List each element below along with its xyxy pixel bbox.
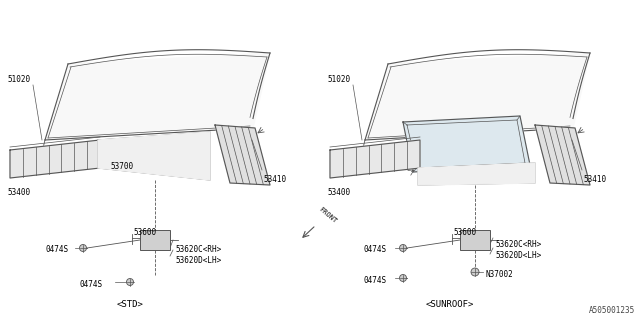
Text: 0474S: 0474S [363,276,386,285]
Text: <SUNROOF>: <SUNROOF> [426,300,474,309]
Circle shape [79,244,86,252]
Text: N37002: N37002 [485,270,513,279]
Text: 51020: 51020 [327,75,350,84]
Text: 0474S: 0474S [45,245,68,254]
Text: 0474S: 0474S [363,245,386,254]
Circle shape [471,268,479,276]
Polygon shape [365,53,590,140]
Polygon shape [45,53,270,140]
Text: 53410: 53410 [583,175,606,184]
Polygon shape [535,125,590,185]
Polygon shape [10,140,100,178]
Text: 53400: 53400 [7,188,30,197]
Text: A505001235: A505001235 [589,306,635,315]
Text: 53620D<LH>: 53620D<LH> [175,256,221,265]
Text: 53600: 53600 [133,228,156,237]
Text: 51020: 51020 [7,75,30,84]
Polygon shape [330,140,420,178]
Text: FRONT: FRONT [318,206,338,224]
Text: 53400: 53400 [327,188,350,197]
Text: 53700: 53700 [110,162,133,171]
Text: 53620C<RH>: 53620C<RH> [175,245,221,254]
Bar [460,230,490,250]
Text: 53600: 53600 [453,228,476,237]
Polygon shape [418,163,535,185]
Text: 53620D<LH>: 53620D<LH> [495,251,541,260]
Text: 53620C<RH>: 53620C<RH> [495,240,541,249]
Text: <STD>: <STD> [116,300,143,309]
Bar [140,230,170,250]
Polygon shape [215,125,270,185]
Text: 53410: 53410 [263,175,286,184]
Circle shape [127,278,134,285]
Polygon shape [98,132,210,180]
Circle shape [399,275,406,282]
Circle shape [399,244,406,252]
Text: 0474S: 0474S [80,280,103,289]
Polygon shape [403,116,530,172]
